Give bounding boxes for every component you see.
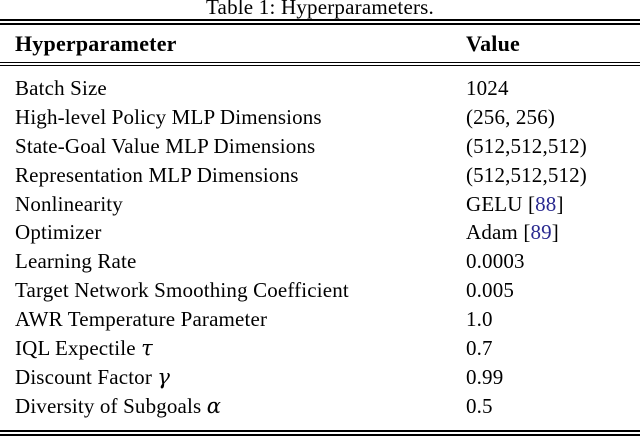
table-header-row: Hyperparameter Value (0, 31, 640, 61)
table-row: AWR Temperature Parameter 1.0 (0, 305, 640, 334)
param-cell: High-level Policy MLP Dimensions (15, 104, 322, 129)
value-text: 0.0003 (466, 249, 525, 274)
value-text: 1.0 (466, 307, 493, 332)
value-cell: 0.0003 (466, 247, 525, 276)
value-text: (512,512,512) (466, 162, 587, 187)
table-row: Diversity of Subgoals α 0.5 (0, 392, 640, 421)
param-cell: Nonlinearity (15, 191, 123, 216)
value-text: (256, 256) (466, 104, 555, 129)
table-body: Batch Size 1024 High-level Policy MLP Dime… (0, 74, 640, 421)
param-cell: AWR Temperature Parameter (15, 307, 268, 332)
header-hyperparameter: Hyperparameter (15, 31, 177, 56)
param-cell: State-Goal Value MLP Dimensions (15, 133, 316, 158)
value-cell: (512,512,512) (466, 132, 587, 161)
header-value: Value (466, 31, 520, 56)
value-cell: 0.7 (466, 334, 493, 363)
citation-link[interactable]: 88 (535, 191, 557, 216)
table-row: Learning Rate 0.0003 (0, 247, 640, 276)
table-header-rule (0, 61, 640, 66)
math-symbol: α (206, 393, 222, 418)
table-row: State-Goal Value MLP Dimensions (512,512,… (0, 132, 640, 161)
table-row: Discount Factor γ 0.99 (0, 363, 640, 392)
citation-link[interactable]: 89 (530, 220, 552, 245)
param-cell: Diversity of Subgoals α (15, 393, 222, 418)
value-text: Adam (466, 220, 518, 245)
param-cell: Representation MLP Dimensions (15, 162, 299, 187)
table-bottom-rule (0, 430, 640, 436)
value-cell: 0.5 (466, 392, 493, 421)
value-cell: 1.0 (466, 305, 493, 334)
value-text: 0.5 (466, 393, 493, 418)
table-row: Optimizer Adam [89] (0, 218, 640, 247)
table-caption: Table 1: Hyperparameters. (205, 0, 434, 19)
value-cell: (512,512,512) (466, 161, 587, 190)
table-row: Nonlinearity GELU [88] (0, 190, 640, 219)
math-symbol: τ (141, 336, 153, 361)
value-text: (512,512,512) (466, 133, 587, 158)
table-row: Target Network Smoothing Coefficient 0.00… (0, 276, 640, 305)
table-row: Representation MLP Dimensions (512,512,51… (0, 161, 640, 190)
value-cell: 0.005 (466, 276, 514, 305)
table-top-rule (0, 19, 640, 25)
value-text: 0.99 (466, 364, 504, 389)
param-cell: Learning Rate (15, 249, 137, 274)
math-symbol: γ (157, 364, 171, 389)
param-cell: Optimizer (15, 220, 102, 245)
value-cell: Adam [89] (466, 220, 559, 245)
value-text: 0.7 (466, 336, 493, 361)
value-cell: (256, 256) (466, 103, 555, 132)
table-row: Batch Size 1024 (0, 74, 640, 103)
param-cell: Batch Size (15, 76, 107, 100)
value-text: GELU (466, 191, 523, 216)
param-cell: Discount Factor γ (15, 364, 171, 389)
table-row: High-level Policy MLP Dimensions (256, 25… (0, 103, 640, 132)
param-cell: Target Network Smoothing Coefficient (15, 278, 349, 303)
value-cell: GELU [88] (466, 191, 564, 216)
param-cell: IQL Expectile τ (15, 336, 153, 361)
value-text: 0.005 (466, 278, 514, 303)
value-cell: 1024 (466, 74, 509, 103)
table-row: IQL Expectile τ 0.7 (0, 334, 640, 363)
value-text: 1024 (466, 76, 509, 100)
value-cell: 0.99 (466, 363, 503, 392)
